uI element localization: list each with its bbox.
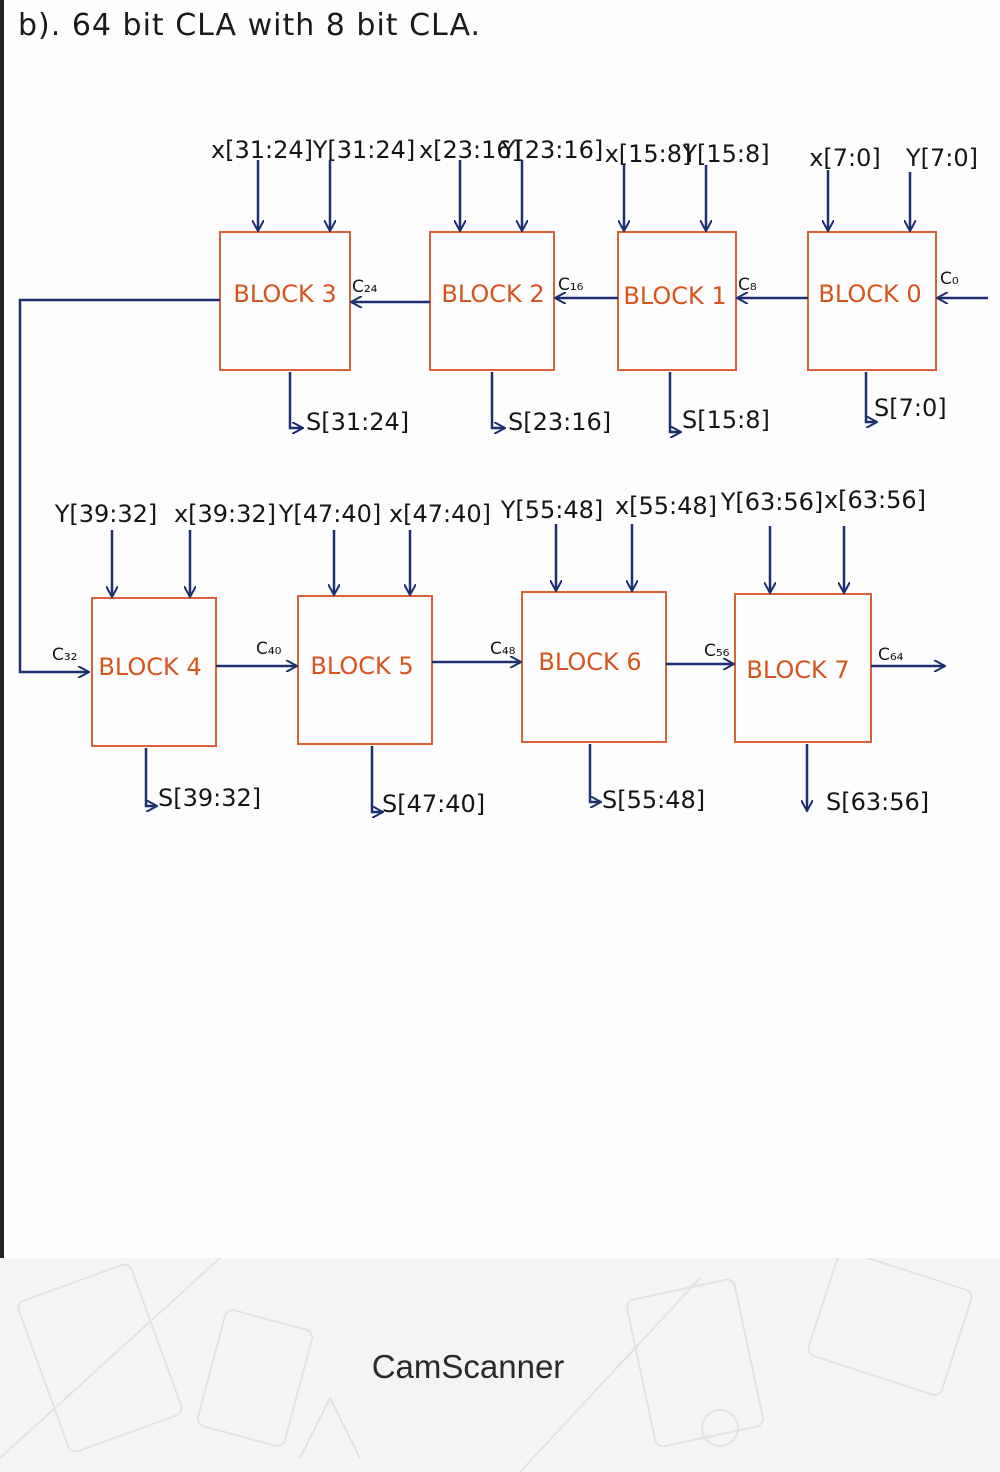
carry-wire-c32 bbox=[18, 298, 220, 672]
block-3-input-b: Y[31:24] bbox=[312, 136, 416, 164]
block-4-carry-in: C₃₂ bbox=[52, 645, 78, 665]
page-heading: b). 64 bit CLA with 8 bit CLA. bbox=[18, 8, 481, 43]
block-2-input-b: Y[23:16] bbox=[500, 136, 604, 164]
block-6: BLOCK 6 Y[55:48] x[55:48] S[55:48] C₄₈ bbox=[490, 492, 717, 814]
block-1-sum: S[15:8] bbox=[682, 406, 770, 434]
block-7-sum: S[63:56] bbox=[826, 788, 929, 816]
block-5-sum: S[47:40] bbox=[382, 790, 485, 818]
brand-label: CamScanner bbox=[371, 1348, 565, 1385]
block-0-input-a: x[7:0] bbox=[809, 144, 881, 172]
block-3-sum: S[31:24] bbox=[306, 408, 409, 436]
block-0-carry-in: C₀ bbox=[940, 269, 959, 289]
block-1-carry-in: C₈ bbox=[738, 275, 757, 295]
block-4-sum-arrow bbox=[144, 748, 156, 806]
block-4-input-a: Y[39:32] bbox=[54, 500, 158, 528]
block-6-sum-arrow bbox=[588, 744, 600, 802]
block-3-input-a: x[31:24] bbox=[211, 136, 313, 164]
block-2-sum-arrow bbox=[490, 372, 504, 428]
block-4: BLOCK 4 Y[39:32] x[39:32] S[39:32] C₃₂ bbox=[52, 500, 276, 812]
block-0-label: BLOCK 0 bbox=[818, 280, 921, 308]
block-4-sum: S[39:32] bbox=[158, 784, 261, 812]
block-0-sum-arrow bbox=[864, 372, 876, 422]
block-5-label: BLOCK 5 bbox=[310, 652, 413, 680]
block-0-sum: S[7:0] bbox=[874, 394, 947, 422]
block-2: BLOCK 2 x[23:16] Y[23:16] S[23:16] C₁₆ bbox=[419, 136, 611, 436]
scanner-footer: CamScanner bbox=[0, 1258, 1000, 1472]
block-7-input-a: Y[63:56] bbox=[720, 488, 824, 516]
block-0: BLOCK 0 x[7:0] Y[7:0] S[7:0] C₀ bbox=[807, 144, 978, 422]
block-3-carry-in: C₂₄ bbox=[352, 277, 378, 297]
block-6-carry-in: C₄₈ bbox=[490, 639, 516, 659]
block-5-carry-in: C₄₀ bbox=[256, 639, 282, 659]
carry-out-label: C₆₄ bbox=[878, 645, 904, 665]
block-5-input-a: Y[47:40] bbox=[278, 500, 382, 528]
block-1-label: BLOCK 1 bbox=[623, 282, 726, 310]
block-1-input-a: x[15:8] bbox=[605, 140, 692, 168]
block-4-input-b: x[39:32] bbox=[174, 500, 276, 528]
block-5-sum-arrow bbox=[370, 746, 382, 812]
block-7-label: BLOCK 7 bbox=[746, 656, 849, 684]
block-3-sum-arrow bbox=[288, 372, 302, 428]
block-5-input-b: x[47:40] bbox=[389, 500, 491, 528]
block-1: BLOCK 1 x[15:8] Y[15:8] S[15:8] C₈ bbox=[605, 140, 770, 434]
block-6-input-b: x[55:48] bbox=[615, 492, 717, 520]
footer-pattern bbox=[0, 1258, 973, 1472]
page-edge bbox=[0, 0, 4, 1258]
block-7-carry-in: C₅₆ bbox=[704, 641, 730, 661]
block-1-sum-arrow bbox=[668, 372, 680, 432]
block-7-input-b: x[63:56] bbox=[824, 486, 926, 514]
block-3: BLOCK 3 x[31:24] Y[31:24] S[31:24] C₂₄ bbox=[211, 136, 415, 436]
block-4-label: BLOCK 4 bbox=[98, 653, 201, 681]
block-5: BLOCK 5 Y[47:40] x[47:40] S[47:40] C₄₀ bbox=[256, 500, 491, 818]
block-2-label: BLOCK 2 bbox=[441, 280, 544, 308]
block-6-label: BLOCK 6 bbox=[538, 648, 641, 676]
scanned-page bbox=[0, 0, 4, 1258]
block-7: BLOCK 7 Y[63:56] x[63:56] S[63:56] C₅₆ bbox=[704, 486, 929, 816]
block-1-input-b: Y[15:8] bbox=[681, 140, 769, 168]
cla-diagram: BLOCK 3 x[31:24] Y[31:24] S[31:24] C₂₄ B… bbox=[18, 136, 988, 818]
block-6-sum: S[55:48] bbox=[602, 786, 705, 814]
block-6-input-a: Y[55:48] bbox=[500, 496, 604, 524]
block-2-carry-in: C₁₆ bbox=[558, 275, 584, 295]
block-2-sum: S[23:16] bbox=[508, 408, 611, 436]
block-3-label: BLOCK 3 bbox=[233, 280, 336, 308]
block-2-input-a: x[23:16] bbox=[419, 136, 521, 164]
block-0-input-b: Y[7:0] bbox=[905, 144, 978, 172]
